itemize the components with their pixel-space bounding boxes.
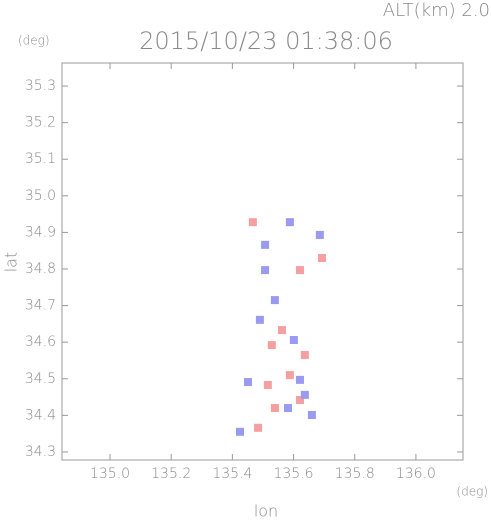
echo-point [295, 375, 304, 384]
echo-point [236, 427, 245, 436]
x-tick-label: 135.0 [90, 466, 130, 482]
x-tick-label: 135.8 [335, 466, 375, 482]
echo-point [307, 410, 316, 419]
echo-point [263, 380, 272, 389]
y-axis-label: lat [2, 252, 21, 273]
echo-point [261, 266, 270, 275]
echo-point [300, 350, 309, 359]
x-axis-label: lon [254, 502, 278, 521]
y-tick-label: 34.3 [25, 444, 56, 460]
x-tick-label: 135.4 [212, 466, 252, 482]
y-tick-label: 34.9 [25, 224, 56, 240]
echo-point [267, 341, 276, 350]
echo-point [270, 296, 279, 305]
echo-point [317, 254, 326, 263]
y-tick-label: 35.2 [25, 115, 56, 131]
echo-point [300, 390, 309, 399]
annotation: ALT(km) 2.0 [383, 0, 490, 21]
y-tick-label: 35.3 [25, 78, 56, 94]
echo-point [315, 230, 324, 239]
y-unit: (deg) [18, 34, 50, 48]
echo-point [255, 315, 264, 324]
y-tick-label: 34.6 [25, 334, 56, 350]
y-tick-label: 35.0 [25, 188, 56, 204]
x-tick-label: 135.2 [151, 466, 191, 482]
echo-point [270, 404, 279, 413]
echo-point [254, 423, 263, 432]
plot-frame [61, 62, 464, 461]
echo-point [248, 218, 257, 227]
echo-point [285, 371, 294, 380]
chart-title: 2015/10/23 01:38:06 [139, 27, 393, 55]
echo-point [285, 218, 294, 227]
y-tick-label: 34.5 [25, 371, 56, 387]
y-tick-label: 34.8 [25, 261, 56, 277]
echo-point [277, 326, 286, 335]
echo-point [295, 266, 304, 275]
x-tick-label: 135.6 [273, 466, 313, 482]
echo-point [295, 395, 304, 404]
x-tick-label: 136.0 [396, 466, 436, 482]
echo-point [261, 240, 270, 249]
echo-point [284, 404, 293, 413]
echo-point [289, 335, 298, 344]
echo-point [243, 378, 252, 387]
y-tick-label: 34.4 [25, 407, 56, 423]
y-tick-label: 34.7 [25, 298, 56, 314]
x-unit: (deg) [456, 485, 488, 499]
y-tick-label: 35.1 [25, 151, 56, 167]
